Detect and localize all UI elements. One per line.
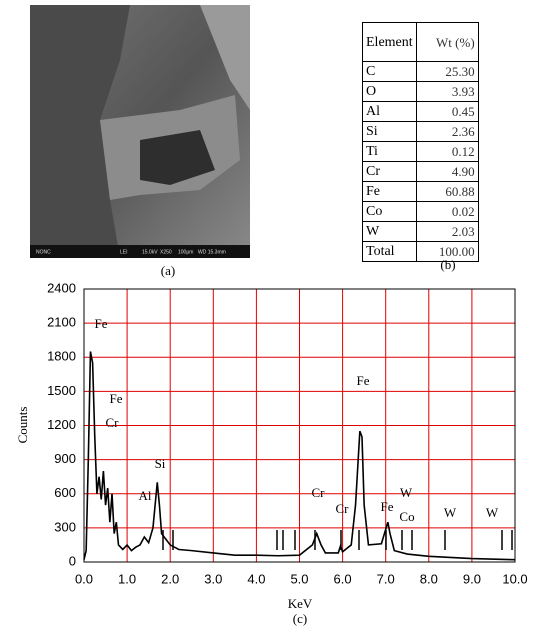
table-row: W 2.03 — [362, 221, 479, 242]
panel-caption: (a) — [161, 263, 175, 278]
y-tick-label: 600 — [54, 485, 76, 500]
y-tick-label: 2100 — [47, 315, 76, 330]
image-info: LEI — [120, 249, 128, 255]
peak-label: Co — [399, 509, 414, 524]
x-tick-label: 4.0 — [247, 571, 265, 586]
x-tick-label: 5.0 — [290, 571, 308, 586]
peak-label: W — [400, 485, 413, 500]
x-axis-label: KeV — [288, 596, 313, 611]
panel-caption: (b) — [440, 257, 455, 272]
x-tick-label: 0.0 — [75, 571, 93, 586]
x-tick-label: 6.0 — [334, 571, 352, 586]
y-tick-label: 1500 — [47, 383, 76, 398]
x-tick-label: 8.0 — [420, 571, 438, 586]
image-info: 100μm — [178, 249, 193, 255]
y-tick-label: 2400 — [47, 280, 76, 295]
x-tick-label: 1.0 — [118, 571, 136, 586]
table-cell: 100.00 — [415, 241, 479, 262]
peak-label: W — [444, 505, 457, 520]
y-tick-label: 300 — [54, 519, 76, 534]
table-cell: Element — [362, 22, 417, 62]
peak-label: Fe — [110, 391, 123, 406]
y-tick-label: 900 — [54, 451, 76, 466]
x-tick-label: 9.0 — [463, 571, 481, 586]
peak-label: Cr — [312, 485, 326, 500]
image-info: 15.0kV — [142, 249, 158, 255]
table-row: O 3.93 — [362, 81, 479, 102]
peak-label: Fe — [381, 499, 394, 514]
table-row: Co 0.02 — [362, 201, 479, 222]
x-tick-label: 7.0 — [377, 571, 395, 586]
table-row: Si 2.36 — [362, 121, 479, 142]
table-cell: 0.02 — [415, 201, 479, 222]
x-tick-label: 3.0 — [204, 571, 222, 586]
x-tick-label: 10.0 — [502, 571, 527, 586]
image-info: X250 — [160, 249, 172, 255]
peak-label: Fe — [357, 373, 370, 388]
peak-label: Cr — [336, 501, 350, 516]
table-row: Element Wt (%) — [362, 22, 479, 62]
y-tick-label: 1200 — [47, 417, 76, 432]
peak-label: W — [486, 505, 499, 520]
table-row: Total 100.00 — [362, 241, 479, 262]
y-tick-label: 0 — [69, 553, 76, 568]
peak-label: Fe — [95, 316, 108, 331]
image-info: NONC — [36, 249, 51, 255]
y-axis-label: Counts — [15, 407, 30, 444]
sem-image — [30, 5, 250, 258]
table-row: Cr 4.90 — [362, 161, 479, 182]
x-tick-label: 2.0 — [161, 571, 179, 586]
peak-label: Si — [155, 456, 166, 471]
table-cell: Wt (%) — [415, 22, 479, 62]
table-cell: 2.36 — [415, 121, 479, 142]
element-table: Element Wt (%) C 25.30 O 3.93 Al 0.45 Si 2.36 Ti 0.… — [362, 22, 479, 262]
spectrum-line — [83, 351, 516, 561]
image-info: WD 15.3mm — [198, 249, 226, 255]
y-tick-label: 1800 — [47, 349, 76, 364]
peak-label: Al — [139, 488, 152, 503]
peak-label: Cr — [106, 415, 120, 430]
plot-frame — [83, 288, 516, 563]
panel-caption: (c) — [293, 611, 307, 626]
table-cell: Total — [362, 241, 417, 262]
